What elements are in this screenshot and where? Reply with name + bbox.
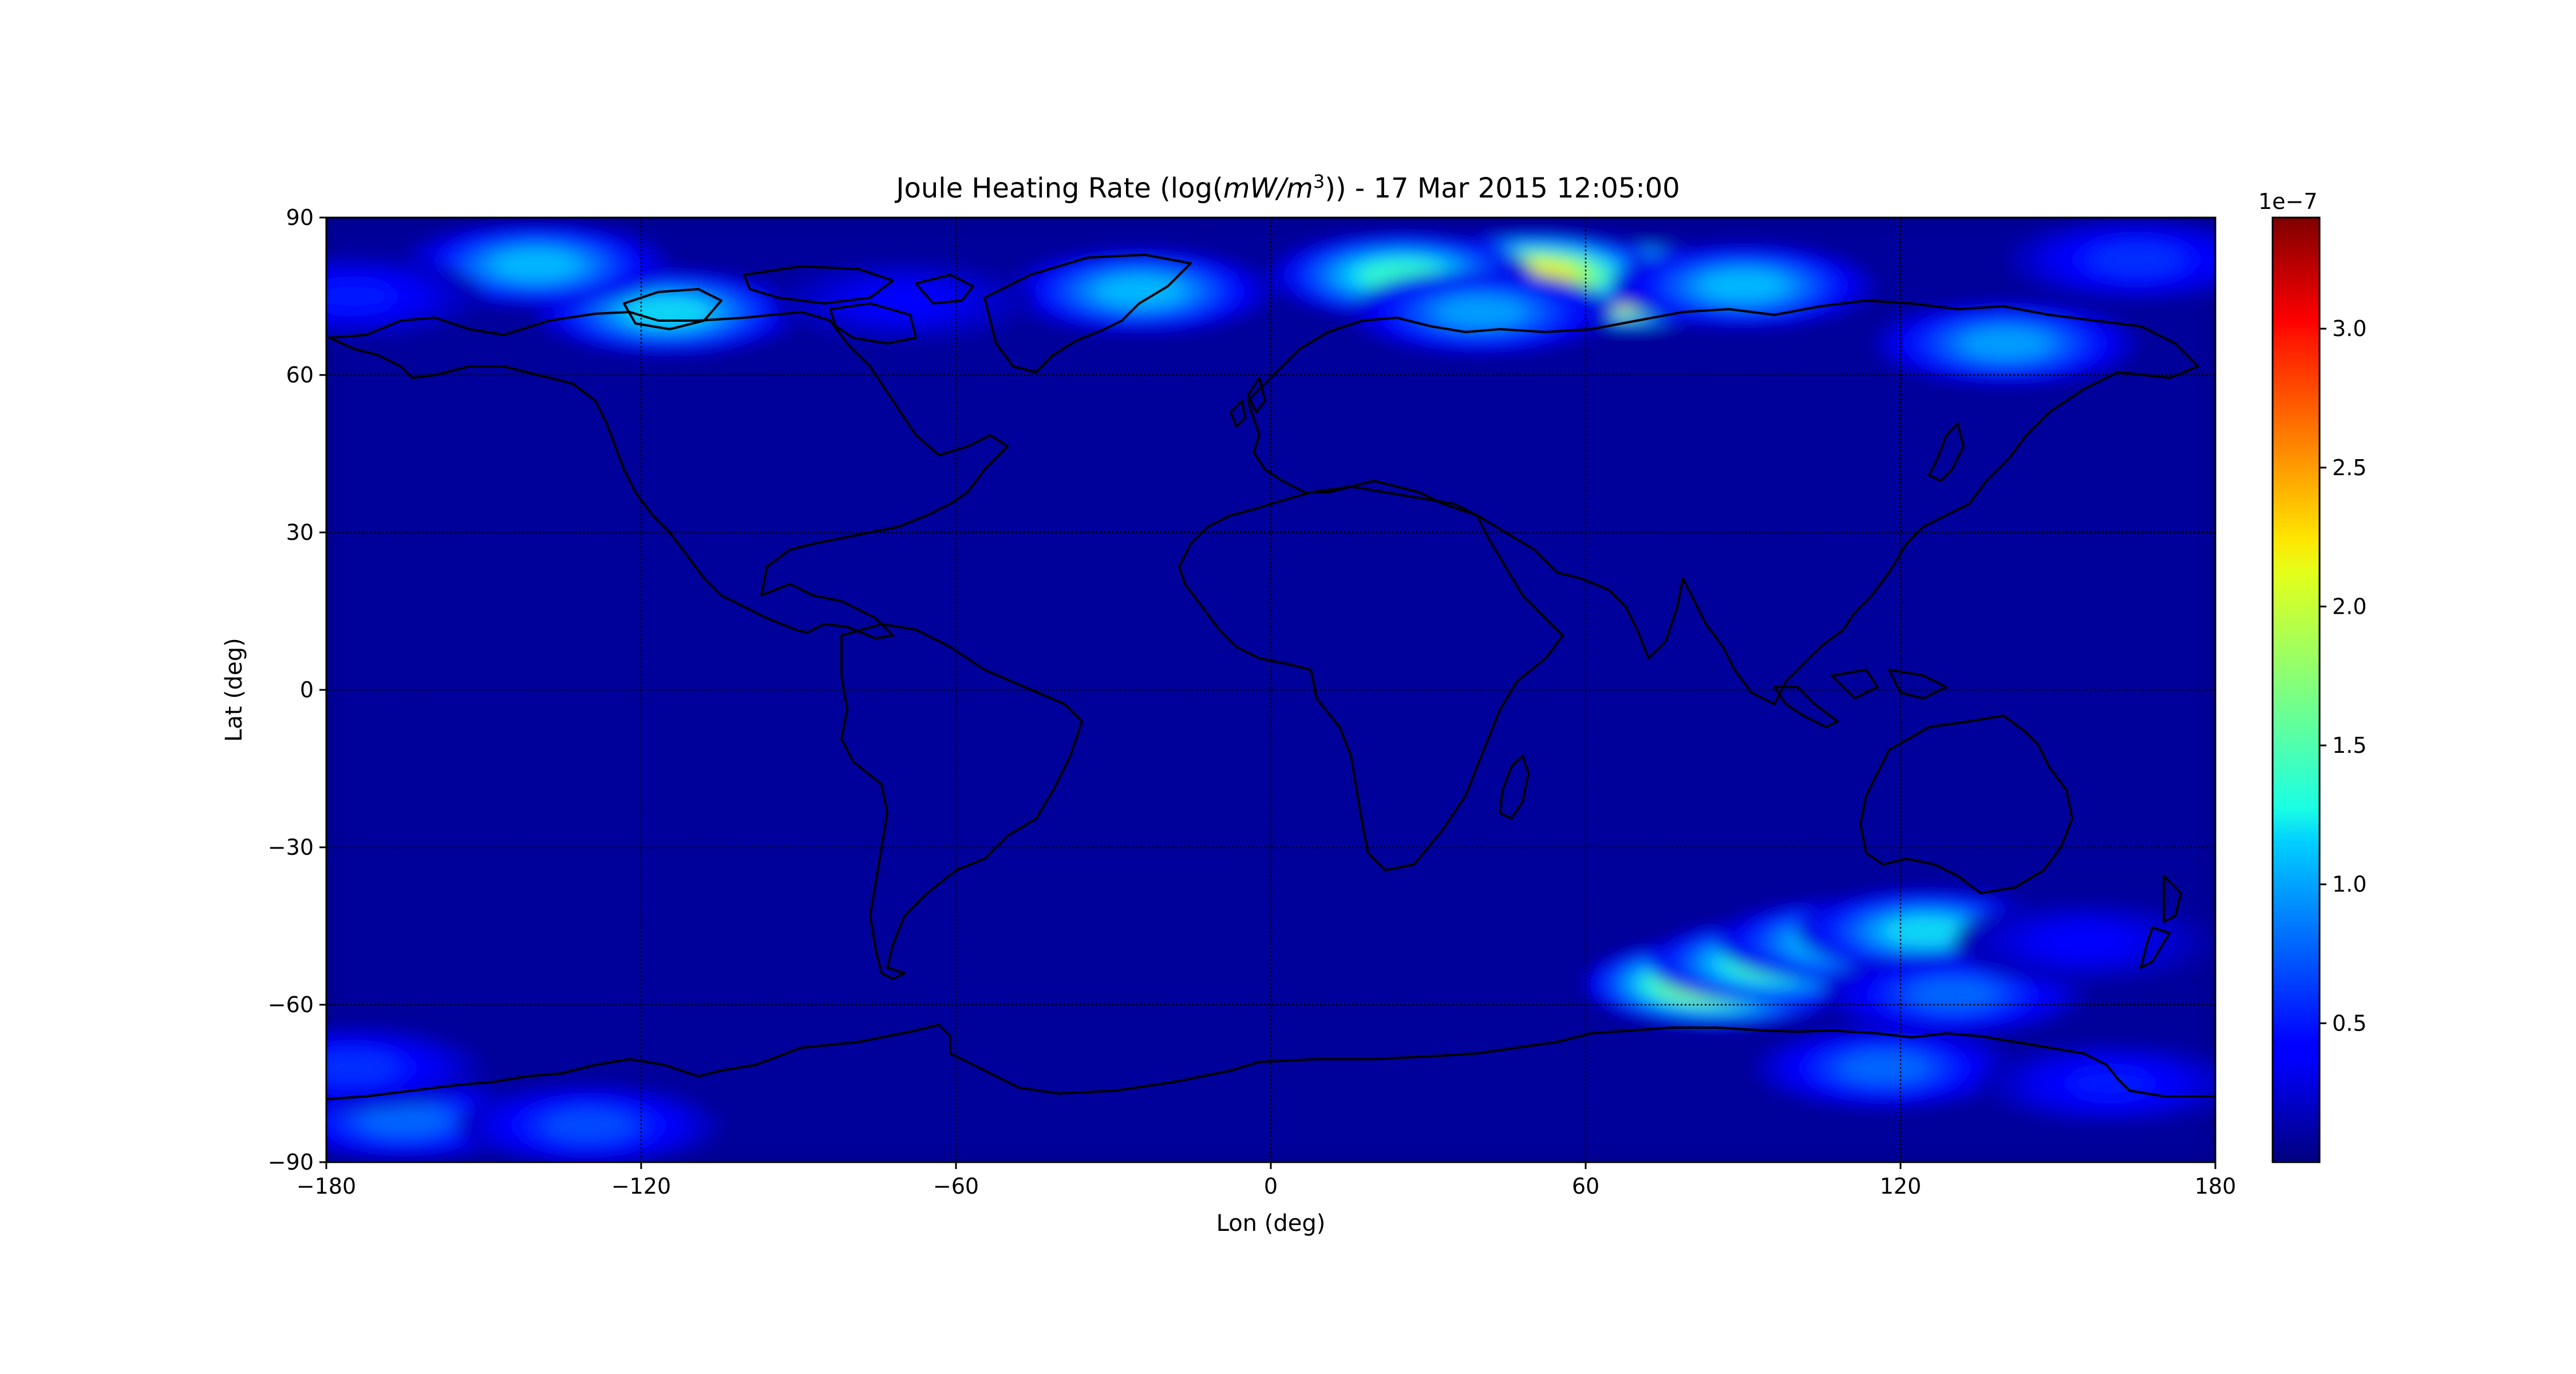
heat-spot: [326, 254, 484, 338]
coast-australia: [1859, 714, 2073, 894]
coast-british-isles: [1230, 377, 1266, 428]
heat-spot: [1349, 270, 1613, 354]
colorbar-tick-label: 2.5: [2332, 455, 2366, 480]
coast-madagascar: [1499, 755, 1530, 820]
colorbar-gradient: [2271, 216, 2321, 1163]
heat-spot: [1874, 302, 2137, 385]
x-tick-label: −180: [297, 1174, 356, 1199]
coast-antarctica: [326, 1024, 2215, 1100]
x-tick-label: 180: [2195, 1174, 2237, 1199]
heat-spot: [1753, 1026, 2016, 1110]
colorbar-tick-label: 3.0: [2332, 316, 2366, 341]
coast-north-america: [328, 311, 1009, 639]
heat-spot: [1953, 900, 2215, 984]
gridlines: [326, 218, 2215, 1162]
chart-title-unit: mW/m: [1223, 172, 1313, 204]
heat-spot: [1611, 244, 1875, 327]
plot-area: [325, 216, 2217, 1163]
heat-layer: [326, 218, 2215, 1162]
heat-spot: [326, 1026, 484, 1110]
coast-south-america: [840, 623, 1083, 980]
coast-africa: [1178, 485, 1564, 871]
heat-spot: [1822, 953, 2085, 1036]
x-tick-label: 0: [1264, 1174, 1278, 1199]
colorbar-tick-label: 0.5: [2332, 1010, 2366, 1036]
y-tick-label: −60: [268, 992, 314, 1017]
coast-eurasia: [1247, 299, 2199, 705]
x-tick-label: 60: [1572, 1174, 1599, 1199]
coast-greenland: [983, 254, 1192, 373]
colorbar-ticks: 0.5 1.0 1.5 2.0 2.5 3.0: [2320, 316, 2366, 1036]
x-tick-label: −60: [933, 1174, 979, 1199]
y-tick-label: −30: [268, 835, 314, 860]
heat-spot: [1979, 1041, 2215, 1126]
coast-indonesia: [1773, 669, 1947, 728]
coast-japan: [1928, 423, 1965, 482]
colorbar-tick-label: 1.5: [2332, 733, 2366, 758]
coastlines: [326, 254, 2215, 1100]
y-tick-label: 30: [286, 520, 314, 545]
colorbar-offset-label: 1e−7: [2258, 189, 2318, 214]
coast-new-zealand: [2140, 875, 2182, 969]
colorbar-tick-label: 2.0: [2332, 594, 2366, 619]
y-axis-label: Lat (deg): [221, 638, 247, 742]
coast-arctic-islands: [623, 265, 974, 345]
chart-title: Joule Heating Rate (log(mW/m3)) - 17 Mar…: [0, 171, 2576, 204]
chart-title-unit-exponent: 3: [1313, 171, 1325, 192]
y-tick-label: 0: [300, 677, 314, 702]
y-axis: −90 −60 −30 0 30 60 90: [268, 205, 326, 1175]
y-tick-label: −90: [268, 1150, 314, 1175]
heat-spot: [772, 260, 1035, 344]
chart-title-prefix: Joule Heating Rate (log(: [896, 172, 1223, 204]
x-tick-label: 120: [1880, 1174, 1922, 1199]
colorbar: 0.5 1.0 1.5 2.0 2.5 3.0 1e−7: [2258, 189, 2366, 1163]
heat-spot: [2005, 218, 2215, 301]
y-tick-label: 90: [286, 205, 314, 230]
y-tick-label: 60: [286, 362, 314, 388]
chart-title-suffix: )) - 17 Mar 2015 12:05:00: [1325, 172, 1680, 204]
x-axis-label: Lon (deg): [1216, 1210, 1326, 1237]
heat-spot: [457, 1084, 720, 1162]
colorbar-tick-label: 1.0: [2332, 872, 2366, 897]
x-tick-label: −120: [611, 1174, 671, 1199]
x-axis: −180 −120 −60 0 60 120 180: [297, 1162, 2236, 1199]
heat-spot: [1008, 249, 1271, 333]
